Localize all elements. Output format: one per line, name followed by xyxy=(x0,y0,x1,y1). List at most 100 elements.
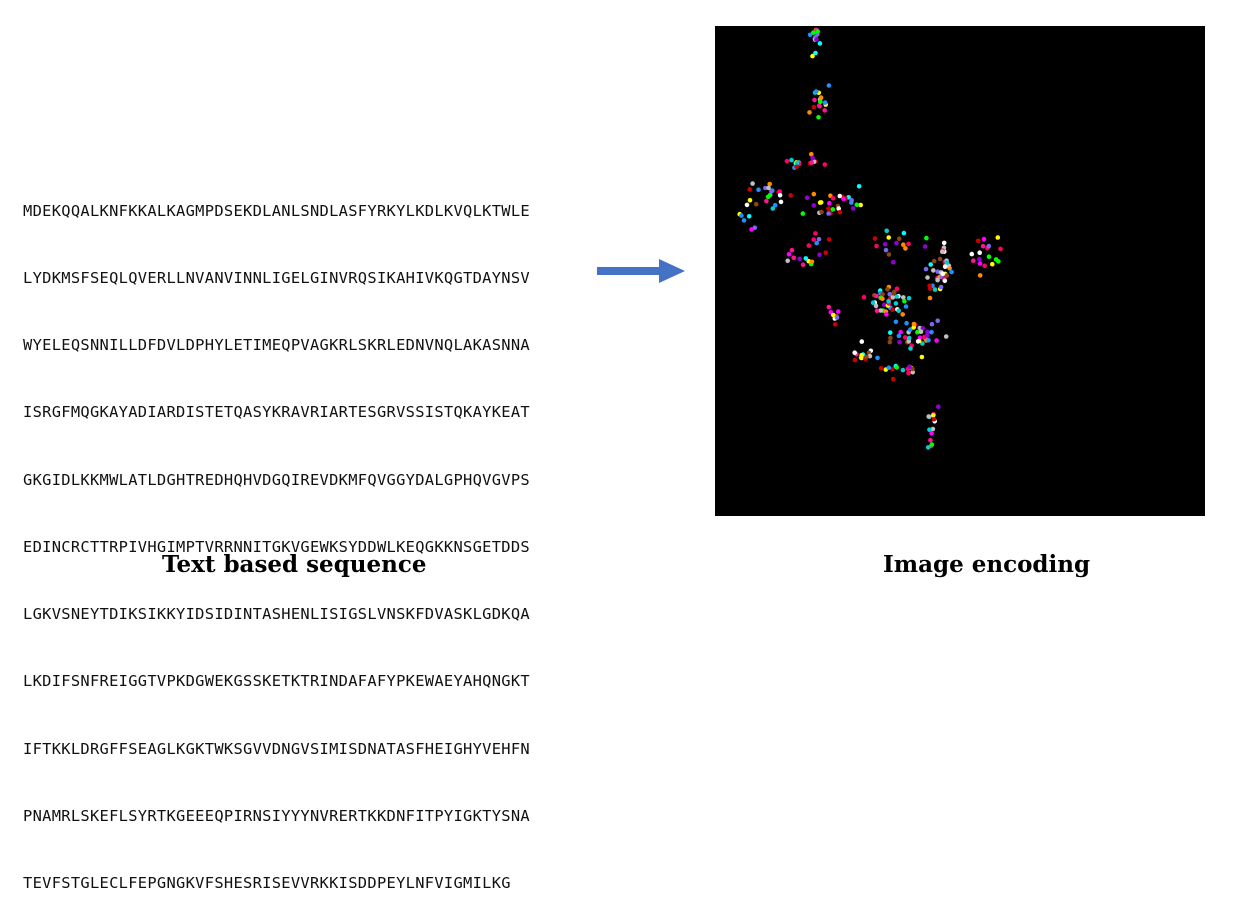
encoding-dot xyxy=(928,437,933,443)
encoding-dot xyxy=(890,367,895,372)
encoding-dot xyxy=(880,292,885,297)
encoding-dot xyxy=(777,192,783,198)
encoding-dot xyxy=(886,298,891,304)
encoding-dot xyxy=(856,184,862,189)
encoding-dot xyxy=(864,354,869,360)
encoding-dot xyxy=(816,103,822,108)
sequence-line: LGKVSNEYTDIKSIKKYIDSIDINTASHENLISIGSLVNS… xyxy=(23,605,530,624)
sequence-line: LYDKMSFSEQLQVERLLNVANVINNLIGELGINVRQSIKA… xyxy=(23,269,530,288)
encoding-dot xyxy=(811,104,817,110)
encoding-dot xyxy=(893,301,899,306)
encoding-dot xyxy=(747,187,752,192)
encoding-dot xyxy=(765,194,771,200)
caption-image-encoding: Image encoding xyxy=(883,551,1091,578)
right-arrow-icon xyxy=(597,259,685,283)
encoding-dot xyxy=(990,261,995,267)
encoding-dot xyxy=(930,426,936,432)
encoding-dot xyxy=(867,353,873,359)
encoding-dot xyxy=(794,160,800,166)
encoding-dot xyxy=(739,213,744,218)
encoding-dot xyxy=(982,263,987,269)
encoding-dot xyxy=(931,258,937,264)
encoding-dot xyxy=(874,243,879,249)
encoding-dot xyxy=(850,206,856,211)
encoding-dot xyxy=(884,312,889,317)
encoding-dot xyxy=(923,266,929,272)
encoding-dot xyxy=(977,250,982,255)
encoding-dot xyxy=(935,277,940,283)
encoding-dot xyxy=(873,303,879,309)
encoding-dot xyxy=(890,295,896,300)
encoding-dot xyxy=(750,181,755,186)
encoding-dot xyxy=(778,199,784,205)
encoding-dot xyxy=(896,236,902,241)
encoding-dot xyxy=(932,287,938,292)
encoding-dot xyxy=(901,230,907,236)
encoding-dot xyxy=(770,206,776,211)
encoding-dot xyxy=(854,202,860,208)
encoding-dot xyxy=(929,321,935,327)
encoding-dot xyxy=(834,315,840,320)
encoding-dot xyxy=(807,32,813,38)
encoding-dot xyxy=(816,236,822,242)
encoding-dot xyxy=(902,335,908,340)
encoding-dot xyxy=(975,238,981,244)
encoding-dot xyxy=(809,259,815,265)
encoding-dot xyxy=(811,203,817,208)
encoding-dot xyxy=(813,50,818,56)
encoding-dot xyxy=(861,294,867,300)
encoding-dot xyxy=(769,188,774,194)
encoding-dot xyxy=(816,115,821,120)
encoding-dot xyxy=(924,235,929,241)
encoding-dot xyxy=(927,427,932,433)
encoding-dot xyxy=(904,320,909,326)
encoding-dot xyxy=(885,287,890,292)
encoding-dot xyxy=(789,247,795,253)
encoding-dot xyxy=(811,237,816,242)
encoding-dot xyxy=(888,335,893,341)
encoding-dot xyxy=(874,293,879,299)
encoding-dot xyxy=(852,350,857,356)
encoding-dot xyxy=(902,298,907,304)
encoding-dot xyxy=(803,256,809,261)
encoding-dot xyxy=(852,357,858,363)
encoding-dot xyxy=(806,243,812,248)
encoding-dot xyxy=(927,283,932,289)
sequence-line: IFTKKLDRGFFSEAGLKGKTWKSGVVDNGVSIMISDNATA… xyxy=(23,739,530,758)
encoding-dot xyxy=(894,286,900,292)
encoding-dot xyxy=(811,191,817,197)
encoding-dot xyxy=(826,83,832,88)
encoding-dot xyxy=(891,376,896,382)
encoding-dot xyxy=(797,256,802,262)
encoding-dot xyxy=(800,211,806,216)
encoding-dot xyxy=(817,41,823,46)
encoding-dot xyxy=(969,251,975,257)
encoding-dot xyxy=(749,227,754,232)
encoding-dot xyxy=(819,209,824,215)
encoding-dot xyxy=(944,273,950,278)
encoding-dot xyxy=(901,242,906,247)
encoding-dot xyxy=(931,268,936,273)
encoding-dot xyxy=(882,302,887,308)
encoding-dot xyxy=(943,334,949,339)
sequence-line: PNAMRLSKEFLSYRTKGEEEQPIRNSIYYYNVRERTKKDN… xyxy=(23,806,530,825)
encoding-dot xyxy=(903,246,908,251)
encoding-dot xyxy=(900,367,906,373)
encoding-dot xyxy=(977,273,983,278)
encoding-dot xyxy=(977,261,983,266)
encoding-dot xyxy=(826,237,832,242)
encoding-dot xyxy=(875,355,880,361)
encoding-dot xyxy=(841,196,846,202)
encoding-dot xyxy=(837,209,843,215)
encoding-dot xyxy=(938,284,944,290)
encoding-dot xyxy=(884,228,889,234)
encoding-dot xyxy=(893,319,899,325)
encoding-dot xyxy=(827,200,832,206)
encoding-dot xyxy=(981,236,987,242)
encoding-dot xyxy=(986,243,992,249)
encoding-dot xyxy=(887,291,892,297)
encoding-dot xyxy=(897,339,902,345)
encoding-dot xyxy=(833,322,838,327)
encoding-dot xyxy=(809,160,814,165)
encoding-dot xyxy=(767,181,772,187)
